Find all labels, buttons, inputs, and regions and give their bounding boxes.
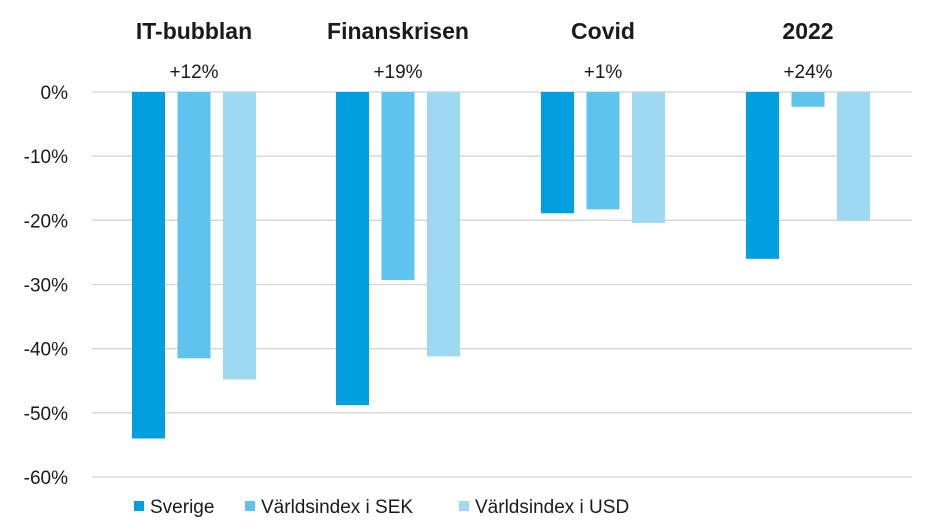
legend-swatch: [459, 501, 469, 511]
bar: [132, 92, 165, 439]
group-annotation: +24%: [783, 62, 832, 83]
bar: [541, 92, 574, 214]
group-titles: IT-bubblan +12% Finanskrisen +19% Covid +1% 20…: [136, 18, 834, 83]
group-title: IT-bubblan: [136, 18, 252, 44]
bar: [791, 92, 825, 107]
y-tick-label: -30%: [24, 276, 68, 297]
group-title: Covid: [571, 18, 635, 44]
group-annotation: +19%: [373, 62, 422, 83]
legend-label: Sverige: [150, 497, 214, 518]
y-tick-label: 0%: [41, 83, 69, 104]
bar: [746, 92, 779, 259]
bar: [177, 92, 211, 359]
legend-label: Världsindex i USD: [475, 497, 629, 518]
gridlines: [92, 91, 912, 478]
y-tick-label: -50%: [24, 404, 68, 425]
bar: [381, 92, 415, 281]
group-title: 2022: [782, 18, 833, 44]
bars: [132, 92, 870, 439]
bar: [427, 92, 460, 357]
legend-swatch: [134, 501, 144, 511]
bar: [837, 92, 870, 221]
legend-swatch: [245, 501, 255, 511]
bar: [632, 92, 665, 223]
bar: [336, 92, 369, 406]
group-annotation: +12%: [169, 62, 218, 83]
legend: Sverige Världsindex i SEK Världsindex i US…: [134, 497, 629, 518]
legend-label: Världsindex i SEK: [261, 497, 413, 518]
group-annotation: +1%: [584, 62, 623, 83]
y-tick-label: -20%: [24, 211, 68, 232]
bar: [586, 92, 620, 210]
y-tick-label: -10%: [24, 147, 68, 168]
y-tick-label: -40%: [24, 340, 68, 361]
y-tick-label: -60%: [24, 468, 68, 489]
y-axis-tick-labels: 0% -10% -20% -30% -40% -50% -60%: [24, 83, 68, 489]
group-title: Finanskrisen: [327, 18, 469, 44]
bar: [223, 92, 256, 380]
